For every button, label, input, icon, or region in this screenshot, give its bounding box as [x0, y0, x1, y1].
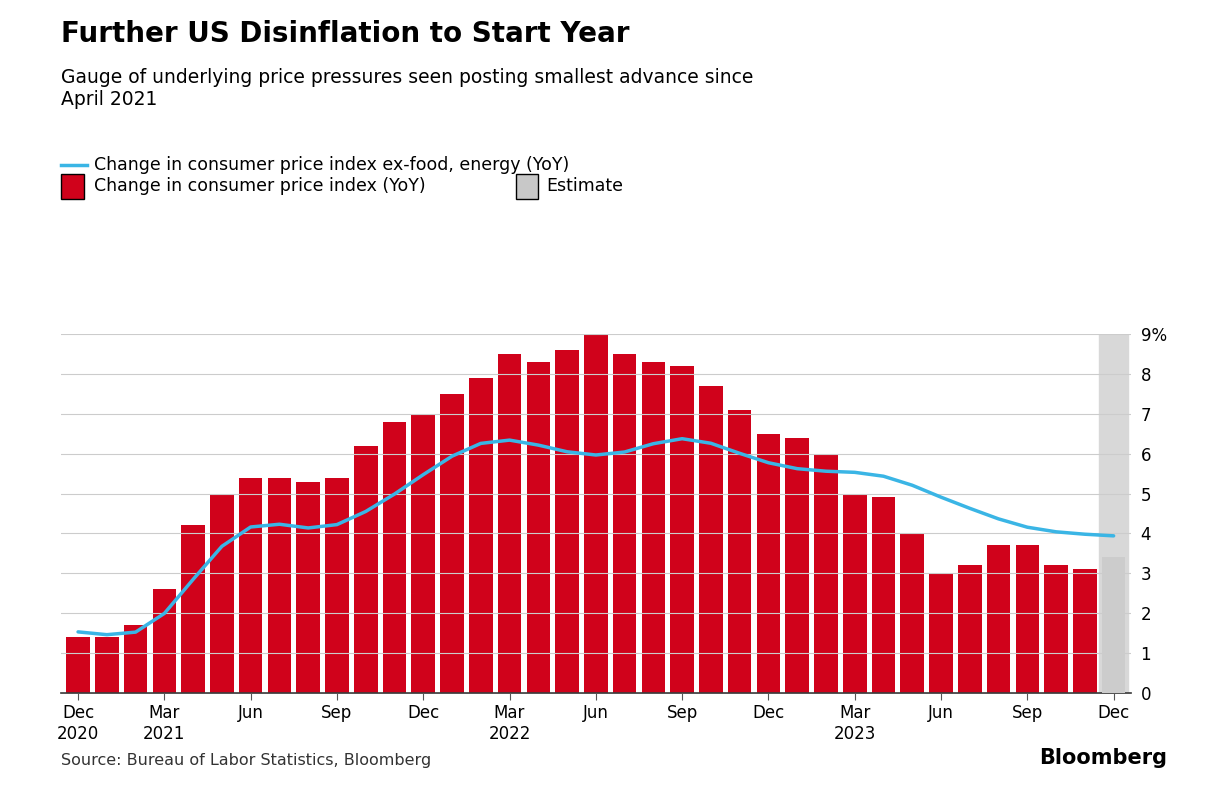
Text: Further US Disinflation to Start Year: Further US Disinflation to Start Year — [61, 20, 630, 48]
Bar — [843, 494, 867, 693]
Bar — [872, 498, 895, 693]
Bar — [497, 354, 522, 693]
Text: Gauge of underlying price pressures seen posting smallest advance since
April 20: Gauge of underlying price pressures seen… — [61, 68, 753, 109]
Bar — [354, 446, 377, 693]
Bar — [958, 565, 981, 693]
Bar — [1102, 557, 1126, 693]
Bar — [325, 478, 349, 693]
Bar — [440, 394, 463, 693]
Bar — [124, 625, 147, 693]
Bar — [66, 637, 90, 693]
Bar — [1102, 557, 1126, 693]
Bar — [210, 494, 233, 693]
Bar — [986, 545, 1010, 693]
Bar — [556, 350, 579, 693]
Bar — [756, 434, 781, 693]
Text: Change in consumer price index (YoY): Change in consumer price index (YoY) — [94, 177, 426, 195]
Bar — [181, 525, 206, 693]
Bar — [411, 414, 435, 693]
Bar — [238, 478, 263, 693]
Bar — [901, 533, 924, 693]
Bar — [1099, 334, 1128, 693]
Text: Change in consumer price index ex-food, energy (YoY): Change in consumer price index ex-food, … — [94, 156, 569, 174]
Bar — [613, 354, 636, 693]
Bar — [699, 386, 722, 693]
Text: Bloomberg: Bloomberg — [1040, 748, 1167, 768]
Bar — [929, 573, 953, 693]
Bar — [95, 637, 119, 693]
Bar — [728, 410, 751, 693]
FancyBboxPatch shape — [61, 174, 84, 199]
Text: Source: Bureau of Labor Statistics, Bloomberg: Source: Bureau of Labor Statistics, Bloo… — [61, 753, 430, 768]
Bar — [1015, 545, 1040, 693]
Bar — [642, 362, 665, 693]
Bar — [383, 422, 406, 693]
Text: Estimate: Estimate — [546, 177, 624, 195]
Bar — [268, 478, 291, 693]
Bar — [1045, 565, 1068, 693]
Bar — [815, 454, 838, 693]
Bar — [527, 362, 550, 693]
Bar — [670, 366, 694, 693]
Bar — [786, 438, 809, 693]
Bar — [297, 482, 320, 693]
Bar — [469, 378, 492, 693]
Bar — [152, 589, 176, 693]
Bar — [584, 330, 608, 693]
Bar — [1073, 569, 1097, 693]
FancyBboxPatch shape — [516, 174, 539, 199]
